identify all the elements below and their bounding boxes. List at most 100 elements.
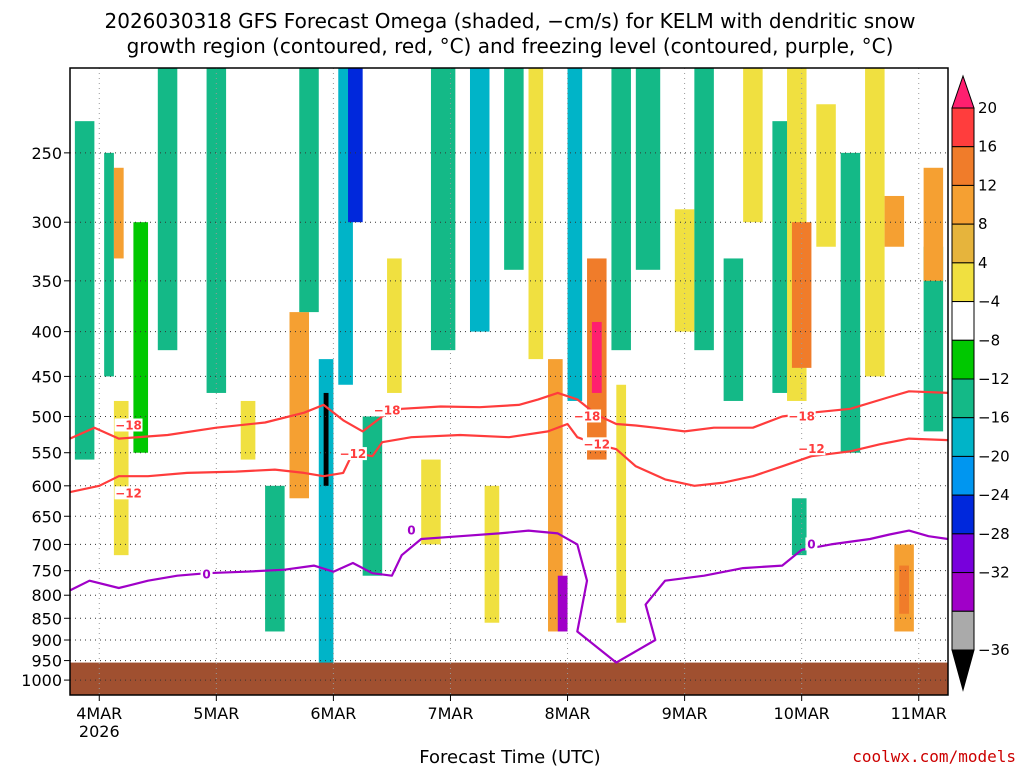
omega-cell xyxy=(265,485,285,632)
y-tick-label: 450 xyxy=(31,367,62,386)
omega-cell xyxy=(430,68,456,351)
plot-frame xyxy=(69,67,949,696)
omega-cell xyxy=(616,384,627,623)
colorbar-label: 4 xyxy=(978,254,988,272)
colorbar-swatch xyxy=(951,455,975,496)
omega-cell xyxy=(723,258,744,401)
x-tick-label: 4MAR xyxy=(76,704,122,723)
contour-label: −18 xyxy=(374,403,401,417)
omega-cell xyxy=(387,258,402,393)
colorbar-swatch xyxy=(951,146,975,186)
colorbar-label: −28 xyxy=(978,525,1010,543)
colorbar-swatch xyxy=(951,339,975,380)
omega-cell xyxy=(113,167,124,259)
contour-label: 0 xyxy=(807,537,815,551)
omega-cell xyxy=(157,68,178,351)
colorbar-label: −8 xyxy=(978,331,1000,349)
y-tick-label: 400 xyxy=(31,323,62,342)
omega-cell xyxy=(591,321,602,393)
contour-label-bg xyxy=(338,447,367,461)
colorbar-label: −12 xyxy=(978,370,1010,388)
contour-label: −12 xyxy=(115,486,142,500)
omega-cell xyxy=(133,222,149,453)
omega-cell xyxy=(299,68,319,313)
plot-area: −18 −18 −18 −18 −12 −12 −12 −12 0 0 0 xyxy=(69,67,949,696)
omega-cell xyxy=(923,167,944,281)
x-tick-label: 10MAR xyxy=(774,704,830,723)
omega-cell xyxy=(74,121,95,460)
contour-line xyxy=(70,422,948,494)
omega-cell xyxy=(318,359,334,665)
contour-label-bg xyxy=(805,537,818,551)
contour-line xyxy=(70,390,948,440)
x-tick-label: 6MAR xyxy=(310,704,356,723)
colorbar-swatch xyxy=(951,301,975,341)
contour-label-bg xyxy=(573,409,602,423)
colorbar: 20 16 12 8 4 −4 −8 −12 −16 −20 −24 −28 −32 −36 xyxy=(951,74,1010,692)
omega-cell xyxy=(484,485,500,623)
colorbar-label: 20 xyxy=(978,99,997,117)
contour-label-bg xyxy=(114,486,143,500)
x-tick-year-label: 2026 xyxy=(79,722,120,741)
y-tick-label: 1000 xyxy=(21,671,62,690)
colorbar-swatch xyxy=(951,223,975,264)
omega-cell xyxy=(840,152,861,453)
y-tick-label: 700 xyxy=(31,535,62,554)
omega-cell xyxy=(816,104,836,247)
y-tick-label: 500 xyxy=(31,407,62,426)
omega-cell xyxy=(421,459,441,545)
contour-label: 0 xyxy=(407,524,415,538)
contour-label-bg xyxy=(200,567,213,581)
colorbar-bottom-arrow xyxy=(951,649,975,692)
contour-label-bg xyxy=(787,409,816,423)
colorbar-label: 12 xyxy=(978,176,997,194)
colorbar-label: 8 xyxy=(978,215,988,233)
colorbar-swatch xyxy=(951,184,975,225)
contour-label: −18 xyxy=(788,409,815,423)
chart-title-line-1: 2026030318 GFS Forecast Omega (shaded, −… xyxy=(105,9,916,33)
colorbar-swatch xyxy=(951,107,975,148)
omega-cell xyxy=(865,68,885,377)
omega-cell xyxy=(557,575,568,632)
contour-label-bg xyxy=(405,523,418,537)
colorbar-label: −4 xyxy=(978,293,1000,311)
contour-label: 0 xyxy=(202,568,210,582)
contour-label-bg xyxy=(582,437,611,451)
x-tick-label: 9MAR xyxy=(662,704,708,723)
y-tick-label: 800 xyxy=(31,586,62,605)
colorbar-label: −36 xyxy=(978,641,1010,659)
contour-label: −12 xyxy=(340,447,367,461)
omega-cell xyxy=(113,400,129,556)
contour-layer: −18 −18 −18 −18 −12 −12 −12 −12 0 0 0 xyxy=(70,390,948,664)
omega-cell xyxy=(504,68,524,270)
contour-label-bg xyxy=(114,418,143,432)
omega-cell xyxy=(743,68,763,223)
y-tick-label: 750 xyxy=(31,562,62,581)
colorbar-label: 16 xyxy=(978,138,997,156)
y-tick-label: 650 xyxy=(31,507,62,526)
omega-cell xyxy=(674,209,695,332)
colorbar-label: −20 xyxy=(978,447,1010,465)
omega-cell xyxy=(362,416,383,576)
colorbar-label: −24 xyxy=(978,486,1010,504)
colorbar-swatch xyxy=(951,378,975,419)
colorbar-swatch xyxy=(951,533,975,574)
colorbar-swatch xyxy=(951,417,975,457)
y-axis: 250 300 350 400 450 500 550 600 650 700 750 800 850 9… xyxy=(21,144,70,690)
omega-cell xyxy=(289,312,310,499)
omega-cell xyxy=(348,68,363,223)
contour-label: −18 xyxy=(574,409,601,423)
omega-cell xyxy=(206,68,227,393)
colorbar-swatch xyxy=(951,572,975,612)
omega-cell xyxy=(791,498,807,556)
colorbar-label: −16 xyxy=(978,409,1010,427)
y-tick-label: 350 xyxy=(31,272,62,291)
omega-cell xyxy=(528,68,544,360)
x-axis-title: Forecast Time (UTC) xyxy=(419,747,600,768)
x-tick-label: 7MAR xyxy=(427,704,473,723)
omega-shading-layer xyxy=(74,68,944,665)
omega-cell xyxy=(899,565,909,614)
colorbar-swatch xyxy=(951,262,975,303)
y-tick-label: 550 xyxy=(31,444,62,463)
